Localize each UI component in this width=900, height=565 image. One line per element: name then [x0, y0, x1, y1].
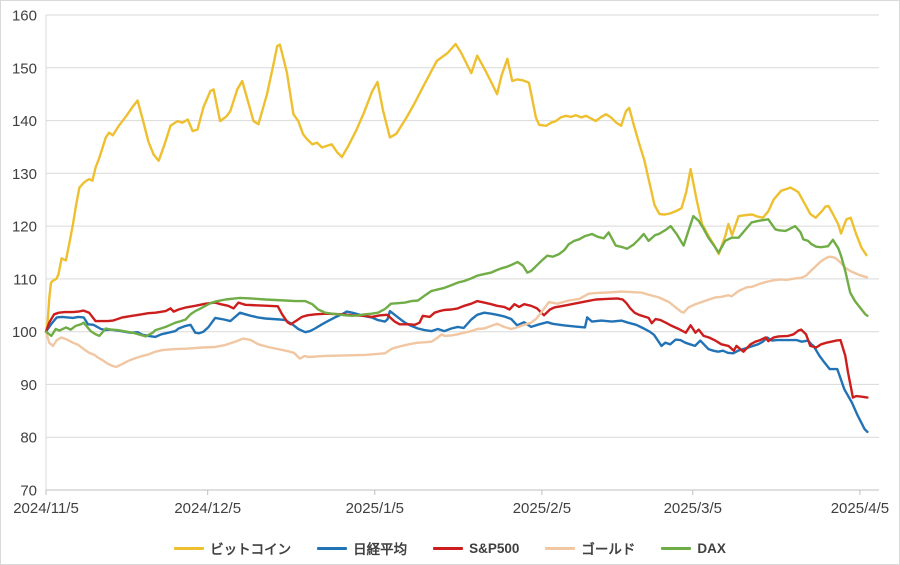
series-lines	[44, 42, 869, 434]
y-axis-label: 120	[12, 219, 37, 236]
legend-line-swatch	[317, 546, 348, 550]
series-line-ゴールド	[44, 255, 869, 369]
legend-label: S&P500	[469, 540, 520, 556]
legend-line-swatch	[174, 546, 205, 550]
legend-item-ビットコイン: ビットコイン	[174, 538, 291, 558]
y-axis-label: 130	[12, 166, 37, 183]
series-line-S&P500	[44, 297, 869, 399]
gridlines	[46, 14, 879, 491]
x-axis-label: 2025/3/5	[664, 500, 722, 517]
legend-item-日経平均: 日経平均	[317, 538, 407, 558]
legend-label: DAX	[697, 540, 726, 556]
x-axis-label: 2024/12/5	[174, 500, 241, 517]
y-axis-label: 80	[20, 430, 37, 447]
chart-legend: ビットコイン 日経平均 S&P500 ゴールド DAX	[1, 538, 899, 558]
legend-item-S&P500: S&P500	[433, 541, 519, 556]
x-axis-label: 2024/11/5	[13, 500, 79, 517]
legend-label: ゴールド	[581, 542, 636, 557]
series-line-日経平均	[44, 309, 869, 434]
y-axis-label: 140	[12, 113, 37, 130]
legend-line-swatch	[545, 546, 576, 550]
legend-item-ゴールド: ゴールド	[545, 538, 635, 558]
y-axis-label: 150	[12, 60, 37, 77]
legend-label: ビットコイン	[210, 542, 292, 557]
axes	[45, 15, 879, 495]
x-axis-labels: 2024/11/5 2024/12/5 2025/1/5 2025/2/5 2025/3…	[13, 500, 889, 517]
legend-label: 日経平均	[353, 542, 408, 557]
y-axis-label: 90	[20, 377, 37, 394]
series-line-ビットコイン	[44, 42, 868, 333]
y-axis-label: 100	[12, 324, 37, 341]
y-axis-label: 70	[20, 483, 37, 500]
series-line-DAX	[44, 214, 869, 338]
x-axis-label: 2025/2/5	[513, 500, 571, 517]
legend-line-swatch	[433, 546, 464, 550]
legend-item-DAX: DAX	[661, 541, 726, 556]
legend-line-swatch	[661, 546, 692, 550]
y-axis-label: 110	[13, 271, 37, 288]
x-axis-label: 2025/1/5	[346, 500, 404, 517]
y-axis-labels: 70 80 90 100 110 120 130 140 150 160	[12, 8, 37, 500]
y-axis-label: 160	[12, 8, 37, 25]
x-axis-label: 2025/4/5	[831, 500, 889, 517]
